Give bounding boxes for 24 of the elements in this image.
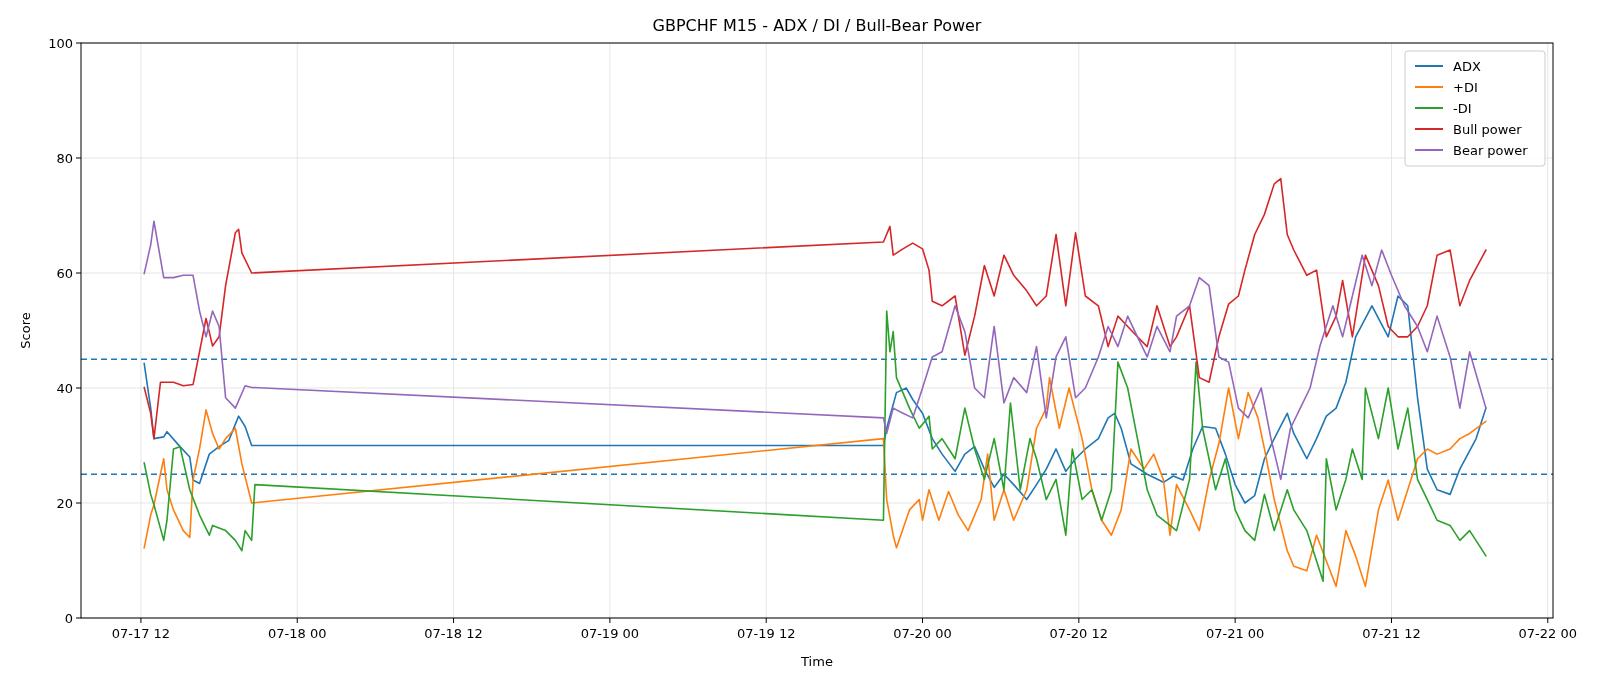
legend-label: Bear power [1453,143,1529,158]
x-tick-label: 07-17 12 [111,626,171,641]
x-tick-label: 07-22 00 [1518,626,1578,641]
x-tick-label: 07-21 12 [1362,626,1421,641]
x-tick-label: 07-19 00 [580,626,640,641]
x-tick-label: 07-20 00 [893,626,952,641]
y-tick-label: 40 [56,380,73,396]
legend-label: +DI [1453,80,1478,95]
chart-title: GBPCHF M15 - ADX / DI / Bull-Bear Power [652,16,982,35]
y-tick-label: 60 [56,265,73,281]
y-axis-title: Score [18,312,33,349]
legend-label: Bull power [1453,122,1523,137]
y-tick-label: 80 [56,150,73,166]
y-tick-label: 20 [56,495,73,511]
x-tick-label: 07-20 12 [1049,626,1109,641]
x-tick-label: 07-18 12 [424,626,483,641]
x-axis-title: Time [800,654,833,669]
y-tick-label: 0 [64,610,73,626]
x-tick-label: 07-19 12 [736,626,796,641]
legend-label: ADX [1453,59,1481,74]
y-tick-label: 100 [48,35,73,51]
x-tick-label: 07-21 00 [1205,626,1265,641]
legend-label: -DI [1453,101,1472,116]
x-tick-label: 07-18 00 [268,626,327,641]
